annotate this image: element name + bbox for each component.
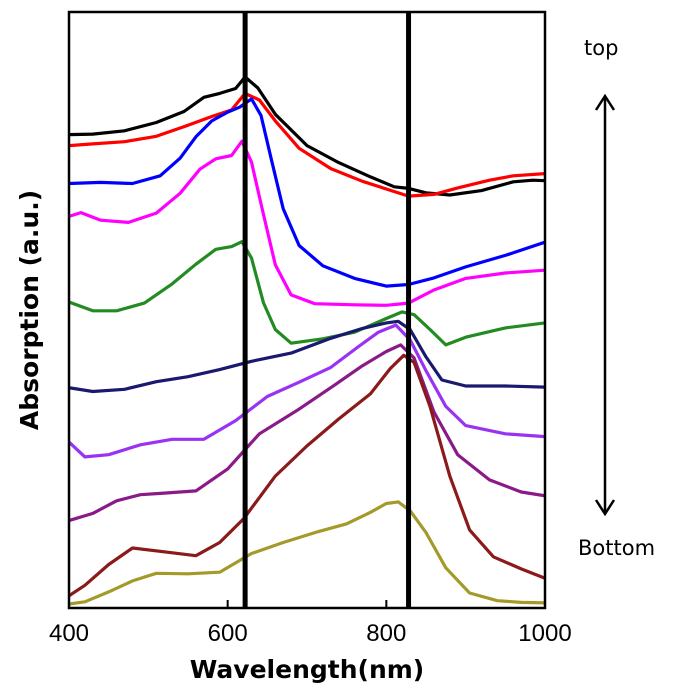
- series-layer: [69, 75, 545, 606]
- series-line-2: [69, 91, 545, 198]
- series-line-1: [69, 75, 545, 197]
- x-tick-label: 400: [49, 620, 89, 647]
- double-arrow: [594, 93, 616, 517]
- x-axis-ticks: 400 600 800 1000: [49, 600, 572, 647]
- x-tick-label: 1000: [518, 620, 571, 647]
- bottom-label: Bottom: [578, 536, 655, 560]
- y-axis-title: Absorption (a.u.): [15, 190, 44, 430]
- series-line-8: [69, 343, 545, 523]
- plot-frame: [67, 10, 547, 610]
- series-line-4: [69, 139, 545, 307]
- top-label: top: [584, 36, 618, 60]
- series-line-9: [69, 353, 545, 598]
- series-line-5: [69, 240, 545, 347]
- x-tick-label: 800: [366, 620, 406, 647]
- series-line-7: [69, 323, 545, 459]
- reference-lines: [242, 12, 412, 608]
- series-line-10: [69, 500, 545, 606]
- x-axis-title: Wavelength(nm): [190, 655, 424, 684]
- x-tick-label: 600: [208, 620, 248, 647]
- series-line-3: [69, 97, 545, 288]
- series-line-6: [69, 319, 545, 394]
